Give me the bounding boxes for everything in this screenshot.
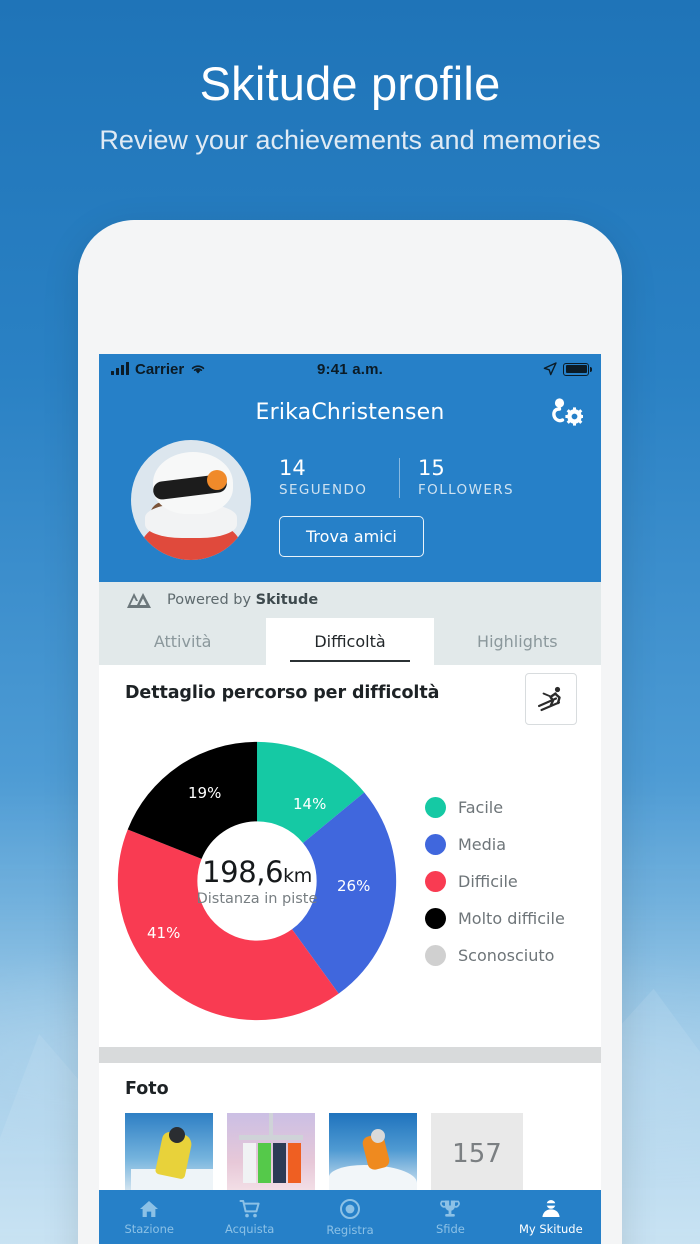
trophy-icon — [440, 1200, 461, 1217]
legend-label-sconosciuto: Sconosciuto — [458, 945, 555, 965]
legend-label-difficile: Difficile — [458, 871, 518, 891]
bottom-tab-stazione[interactable]: Stazione — [99, 1199, 199, 1236]
powered-by-brand: Skitude — [255, 592, 319, 608]
skitude-mountain-logo — [127, 593, 151, 608]
shopping-cart-icon — [239, 1199, 260, 1217]
slice-label-facile: 14% — [293, 795, 327, 813]
slice-label-media: 26% — [337, 877, 371, 895]
donut-center-text: 198,6km Distanza in piste — [172, 855, 342, 907]
total-distance-unit: km — [283, 865, 312, 887]
status-bar: Carrier 9:41 a.m. — [99, 354, 601, 384]
followers-label: FOLLOWERS — [418, 482, 515, 499]
donut-slice-media — [117, 741, 397, 1021]
legend-item-sconosciuto[interactable]: Sconosciuto — [425, 944, 565, 966]
legend-dot-media — [425, 833, 446, 855]
chart-title: Dettaglio percorso per difficoltà — [125, 683, 440, 703]
donut-svg — [117, 741, 397, 1021]
find-friends-button[interactable]: Trova amici — [279, 516, 424, 558]
legend-item-media[interactable]: Media — [425, 833, 565, 855]
legend-label-facile: Facile — [458, 797, 504, 817]
difficulty-donut-chart: 14% 26% 41% 19% 198,6km Distanza in pist… — [115, 739, 399, 1023]
battery-full-icon — [563, 362, 593, 376]
carrier-label: Carrier — [135, 360, 185, 378]
bottom-tab-bar: Stazione Acquista Registra — [99, 1190, 601, 1244]
chart-legend: Facile Media Difficile Molto difficile — [425, 796, 565, 966]
followers-count: 15 — [418, 456, 445, 480]
photos-title: Foto — [125, 1079, 169, 1099]
bottom-tab-label: Stazione — [124, 1221, 174, 1236]
record-circle-icon — [340, 1198, 361, 1219]
powered-by-text: Powered by Skitude — [167, 592, 319, 608]
powered-by-bar: Powered by Skitude — [99, 580, 601, 618]
skier-person-icon — [542, 1199, 560, 1217]
legend-dot-facile — [425, 796, 446, 818]
slice-label-difficile: 41% — [147, 924, 181, 942]
section-separator — [99, 1047, 601, 1063]
avatar[interactable] — [131, 440, 251, 560]
donut-slice-molto-difficile — [117, 741, 397, 1021]
slice-label-molto-difficile: 19% — [188, 784, 222, 802]
legend-dot-molto-difficile — [425, 907, 446, 929]
bottom-tab-label: My Skitude — [518, 1221, 583, 1236]
photo-thumbnail[interactable] — [227, 1113, 315, 1195]
following-count: 14 — [279, 456, 306, 480]
profile-header: ErikaChristensen — [99, 384, 601, 580]
total-distance-value: 198,6 — [202, 855, 284, 889]
legend-dot-sconosciuto — [425, 944, 446, 966]
tab-attivita[interactable]: Attività — [153, 632, 212, 651]
following-stat[interactable]: 14 SEGUENDO — [279, 456, 399, 498]
page-subtitle: Review your achievements and memories — [99, 124, 601, 155]
signal-bars-icon — [111, 362, 129, 375]
bottom-tab-label: Acquista — [224, 1221, 275, 1236]
legend-item-difficile[interactable]: Difficile — [425, 870, 565, 892]
bottom-tab-label: Registra — [326, 1222, 374, 1237]
stats-divider — [399, 458, 400, 499]
legend-label-molto-difficile: Molto difficile — [458, 908, 565, 928]
downhill-skier-icon[interactable] — [525, 673, 577, 725]
location-arrow-icon — [543, 362, 557, 376]
photos-card: Foto 157 — [99, 1063, 601, 1195]
total-distance-caption: Distanza in piste — [196, 891, 318, 907]
marketing-header: Skitude profile Review your achievements… — [0, 57, 700, 156]
bottom-tab-registra[interactable]: Registra — [300, 1198, 400, 1237]
bottom-tab-sfide[interactable]: Sfide — [400, 1199, 500, 1236]
user-settings-gear-icon[interactable] — [549, 396, 584, 428]
profile-name: ErikaChristensen — [255, 399, 445, 425]
phone-screen: Carrier 9:41 a.m. ErikaChristensen — [99, 354, 601, 1244]
bottom-tab-acquista[interactable]: Acquista — [199, 1199, 299, 1236]
bottom-tab-label: Sfide — [435, 1221, 465, 1236]
bottom-tab-my-skitude[interactable]: My Skitude — [501, 1199, 601, 1236]
wifi-icon — [191, 365, 205, 374]
legend-label-media: Media — [458, 834, 507, 854]
page-title: Skitude profile — [199, 57, 501, 110]
photo-thumbnail[interactable] — [329, 1113, 417, 1195]
following-label: SEGUENDO — [279, 482, 368, 499]
photo-thumbnail[interactable] — [125, 1113, 213, 1195]
followers-stat[interactable]: 15 FOLLOWERS — [418, 456, 538, 498]
legend-dot-difficile — [425, 870, 446, 892]
section-tabs: Attività Difficoltà Highlights — [99, 618, 601, 665]
difficulty-card: Dettaglio percorso per difficoltà — [99, 665, 601, 1047]
status-time: 9:41 a.m. — [317, 360, 384, 378]
tab-highlights[interactable]: Highlights — [477, 632, 558, 651]
photos-more-count[interactable]: 157 — [431, 1113, 523, 1195]
tab-difficolta[interactable]: Difficoltà — [266, 618, 434, 665]
legend-item-facile[interactable]: Facile — [425, 796, 565, 818]
legend-item-molto-difficile[interactable]: Molto difficile — [425, 907, 565, 929]
home-icon — [140, 1200, 159, 1217]
donut-slice-difficile — [117, 741, 397, 1021]
